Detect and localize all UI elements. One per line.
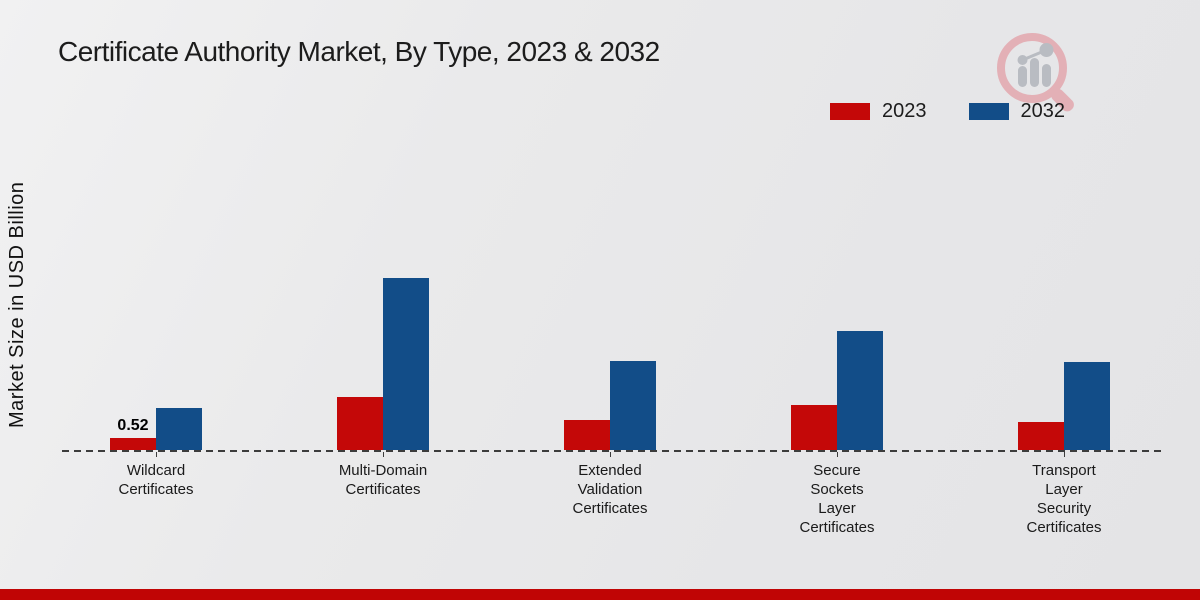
bar-2023-multi-domain-certificates [337,397,383,450]
legend: 2023 2032 [830,100,1065,123]
bar-2032-wildcard-certificates [156,408,202,450]
x-axis-category-label: Extended Validation Certificates [572,462,648,517]
bar-2023-extended-validation-certificates [564,420,610,450]
chart-title: Certificate Authority Market, By Type, 2… [58,36,660,67]
x-axis-category-label: Transport Layer Security Certificates [1026,462,1102,536]
x-axis-category-label: Secure Sockets Layer Certificates [799,462,875,536]
legend-label-2032: 2032 [1020,100,1066,122]
bar-2032-transport-layer-security-certificates [1064,362,1110,450]
bar-2032-multi-domain-certificates [383,278,429,450]
bar-2023-wildcard-certificates [110,438,156,450]
market-research-watermark-logo [997,33,1074,112]
bar-2023-transport-layer-security-certificates [1018,422,1064,450]
legend-item-2032: 2032 [968,100,1066,123]
x-axis-category-label: Wildcard Certificates [118,462,194,498]
legend-item-2023: 2023 [830,100,927,123]
legend-label-2023: 2023 [882,100,927,122]
x-axis-tick [610,452,611,457]
legend-swatch-2023 [830,103,870,120]
bar-2032-secure-sockets-layer-certificates [837,331,883,450]
footer-accent-bar [0,589,1200,600]
bar-2032-extended-validation-certificates [610,361,656,450]
x-axis-tick [383,452,384,457]
legend-swatch-2032 [968,103,1009,120]
x-axis-tick [837,452,838,457]
x-axis-baseline [62,450,1162,452]
bar-2023-secure-sockets-layer-certificates [791,405,837,450]
x-axis-category-label: Multi-Domain Certificates [338,462,428,498]
x-axis-tick [1064,452,1065,457]
bar-value-label: 0.52 [117,417,149,434]
x-axis-tick [156,452,157,457]
